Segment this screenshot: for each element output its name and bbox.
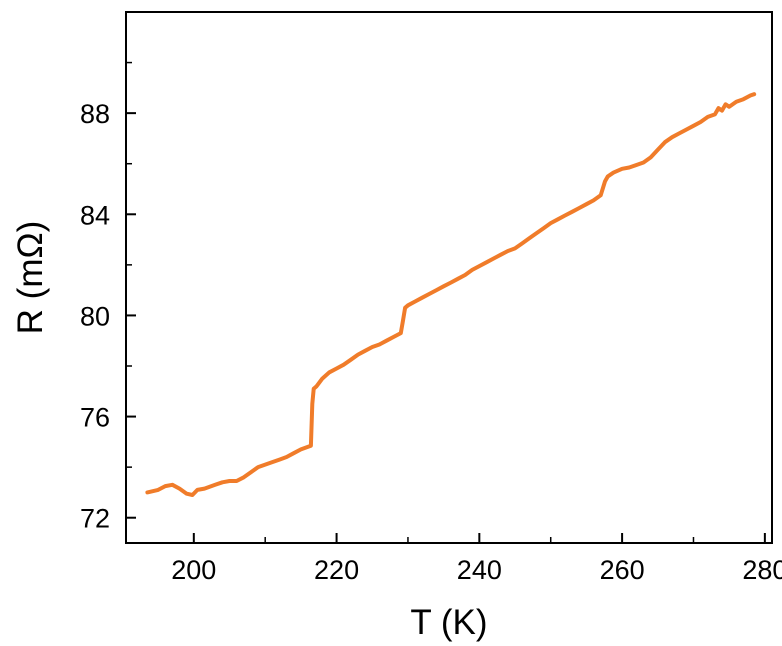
x-tick-label: 280 — [742, 555, 782, 585]
y-tick-label: 76 — [80, 403, 110, 433]
y-tick-label: 88 — [80, 99, 110, 129]
x-axis-title: T (K) — [410, 603, 487, 642]
x-tick-label: 240 — [457, 555, 502, 585]
major-ticks — [126, 112, 766, 543]
x-tick-label: 200 — [171, 555, 216, 585]
y-axis-title: R (mΩ) — [11, 221, 50, 335]
y-tick-labels: 72 76 80 84 88 — [80, 99, 110, 534]
y-tick-label: 84 — [80, 200, 110, 230]
x-tick-label: 220 — [314, 555, 359, 585]
plot-frame — [125, 11, 773, 544]
x-tick-label: 260 — [600, 555, 645, 585]
x-tick-labels: 200 220 240 260 280 — [171, 555, 782, 585]
resistance-series-line — [145, 92, 757, 497]
series-layer — [145, 92, 757, 497]
y-tick-label: 80 — [80, 301, 110, 331]
y-tick-label: 72 — [80, 504, 110, 534]
